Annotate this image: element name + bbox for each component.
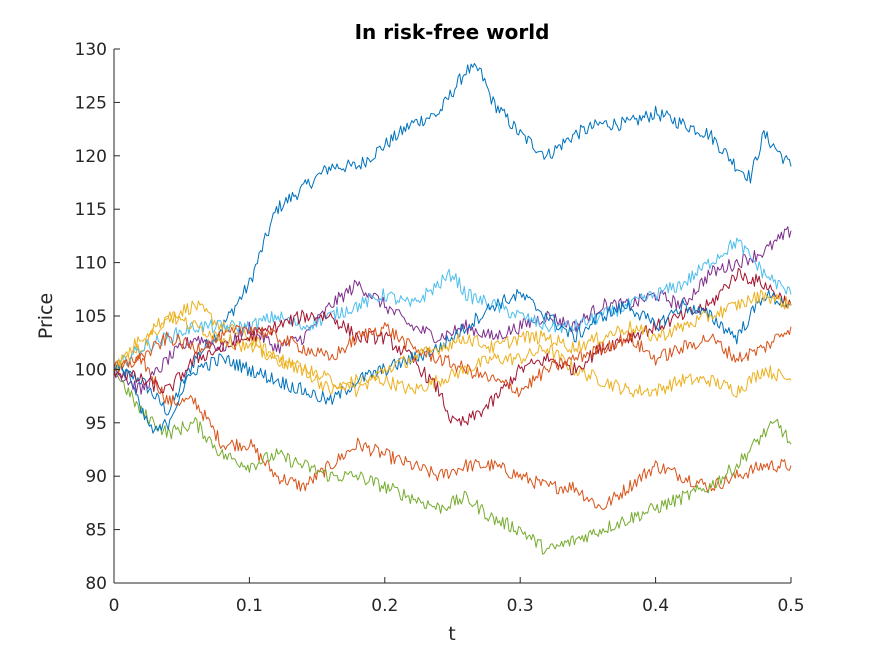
axes-layer: 80 85 90 95 100 105 110 115 120 125 130 0 0.1 0.2 0.3 0… xyxy=(75,40,805,616)
x-tick-label: 0.5 xyxy=(777,596,804,616)
series-line-6 xyxy=(113,237,792,370)
y-tick-label: 120 xyxy=(75,147,107,167)
y-tick-label: 100 xyxy=(75,360,107,380)
x-tick-label: 0 xyxy=(109,596,120,616)
y-tick-label: 85 xyxy=(85,521,107,541)
x-tick-label: 0.3 xyxy=(507,596,534,616)
x-tick-label: 0.4 xyxy=(642,596,669,616)
y-tick-label: 95 xyxy=(85,414,107,434)
y-tick-label: 90 xyxy=(85,467,107,487)
series-line-9 xyxy=(113,322,792,398)
series-layer xyxy=(113,63,792,555)
y-tick-label: 105 xyxy=(75,307,107,327)
series-line-5 xyxy=(113,369,792,555)
series-line-3 xyxy=(113,300,792,398)
y-tick-label: 130 xyxy=(75,40,107,60)
y-tick-label: 80 xyxy=(85,574,107,594)
series-line-1 xyxy=(113,63,792,416)
y-axis-label: Price xyxy=(35,293,57,339)
x-tick-label: 0.2 xyxy=(371,596,398,616)
y-tick-label: 110 xyxy=(75,254,107,274)
x-tick-label: 0.1 xyxy=(236,596,263,616)
x-axis-label: t xyxy=(448,623,455,645)
chart-title: In risk-free world xyxy=(355,20,550,44)
series-line-2 xyxy=(113,352,792,510)
series-line-7 xyxy=(113,268,792,427)
series-line-10 xyxy=(114,289,792,398)
y-tick-label: 115 xyxy=(75,200,107,220)
y-tick-label: 125 xyxy=(75,93,107,113)
series-line-8 xyxy=(113,289,792,434)
